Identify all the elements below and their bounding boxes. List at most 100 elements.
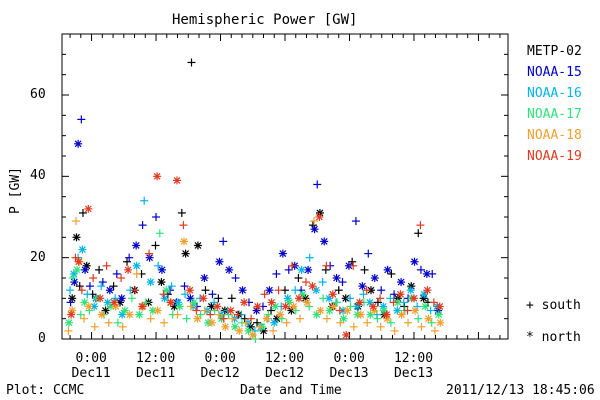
data-point — [396, 290, 405, 299]
data-point — [140, 196, 149, 205]
data-point — [135, 310, 144, 319]
data-point — [386, 318, 395, 327]
data-point — [166, 298, 175, 307]
data-point — [343, 306, 352, 315]
data-point — [296, 314, 305, 323]
data-point — [406, 286, 415, 295]
data-point — [66, 298, 75, 307]
data-point — [373, 298, 382, 307]
data-point — [153, 172, 162, 181]
data-point — [255, 322, 264, 331]
x-tick-date: Dec12 — [200, 366, 240, 381]
data-point — [274, 286, 283, 295]
data-point — [71, 253, 80, 262]
data-point — [151, 241, 160, 250]
data-point — [360, 265, 369, 274]
data-point — [417, 322, 426, 331]
data-point — [110, 298, 119, 307]
data-point — [132, 241, 141, 250]
data-point — [210, 298, 219, 307]
data-point — [73, 265, 82, 274]
data-point — [414, 229, 423, 238]
data-point — [225, 265, 234, 274]
data-point — [404, 318, 413, 327]
data-point — [322, 314, 331, 323]
data-point — [181, 249, 190, 258]
data-point — [328, 290, 337, 299]
data-point — [397, 310, 406, 319]
data-point — [160, 294, 169, 303]
data-point — [335, 306, 344, 315]
data-point — [200, 306, 209, 315]
data-point — [276, 310, 285, 319]
data-point — [318, 278, 327, 287]
data-point — [70, 278, 79, 287]
data-point — [189, 298, 198, 307]
data-point — [319, 294, 328, 303]
data-point — [206, 310, 215, 319]
plot-credit: Plot: CCMC — [6, 383, 85, 398]
data-point — [177, 208, 186, 217]
data-point — [262, 314, 271, 323]
data-point — [77, 286, 86, 295]
data-point — [68, 294, 77, 303]
data-point — [84, 302, 93, 311]
data-point — [251, 335, 260, 343]
data-point — [125, 310, 134, 319]
data-point — [233, 310, 242, 319]
data-point — [310, 225, 319, 234]
x-tick-date: Dec12 — [265, 366, 305, 381]
data-point — [125, 253, 134, 262]
data-point — [78, 208, 87, 217]
data-point — [193, 241, 202, 250]
data-point — [68, 274, 77, 282]
data-point — [370, 274, 379, 282]
legend-entry: NOAA-16 — [527, 86, 582, 101]
data-point — [72, 233, 81, 242]
data-point — [64, 318, 73, 327]
data-point — [181, 290, 190, 299]
data-point — [382, 310, 391, 319]
x-tick-time: 12:00 — [136, 351, 176, 366]
data-point — [182, 314, 191, 323]
data-point — [219, 314, 228, 323]
data-point — [291, 286, 300, 295]
data-point — [85, 282, 94, 291]
data-point — [329, 302, 338, 311]
legend-entry: NOAA-17 — [527, 107, 582, 122]
data-point — [333, 298, 342, 307]
data-point — [387, 269, 396, 278]
x-tick-time: 12:00 — [265, 351, 305, 366]
data-point — [260, 290, 269, 299]
data-point — [68, 306, 77, 315]
data-point — [231, 274, 240, 282]
data-point — [346, 294, 355, 303]
data-point — [332, 274, 341, 282]
data-point — [320, 237, 329, 246]
legend-entry: NOAA-18 — [527, 128, 582, 143]
data-point — [349, 322, 358, 331]
data-point — [132, 261, 141, 270]
data-point — [109, 282, 118, 291]
plot-timestamp: 2011/12/13 18:45:06 — [446, 383, 595, 398]
data-point — [118, 322, 127, 331]
data-point — [282, 318, 291, 327]
data-point — [267, 306, 276, 315]
x-tick-date: Dec13 — [393, 366, 434, 381]
data-point — [436, 318, 445, 327]
data-point — [429, 298, 438, 307]
data-point — [210, 306, 219, 315]
data-point — [192, 306, 201, 315]
data-point — [248, 330, 257, 339]
data-point — [90, 322, 99, 331]
data-point — [336, 318, 345, 327]
data-point — [426, 306, 435, 315]
data-point — [196, 310, 205, 319]
data-point — [435, 302, 444, 311]
data-point — [78, 245, 87, 254]
data-point — [303, 298, 312, 307]
data-point — [185, 286, 194, 295]
data-point — [434, 310, 443, 319]
data-point — [422, 269, 431, 278]
